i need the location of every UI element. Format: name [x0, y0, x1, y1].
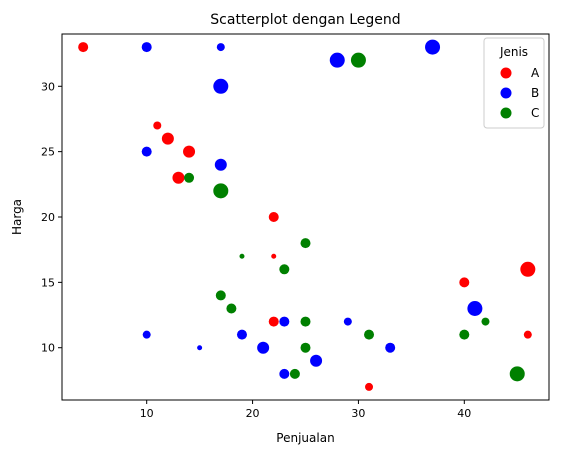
data-point-B: [279, 368, 290, 379]
y-tick-label: 25: [41, 146, 55, 159]
data-point-A: [523, 330, 532, 339]
data-point-B: [236, 329, 247, 340]
data-point-B: [343, 317, 352, 326]
data-point-B: [142, 330, 151, 339]
data-point-B: [197, 345, 203, 351]
x-axis-label: Penjualan: [276, 431, 334, 445]
data-point-C: [289, 368, 300, 379]
data-point-C: [459, 329, 470, 340]
data-point-B: [310, 354, 323, 367]
data-point-B: [214, 158, 227, 171]
data-point-A: [271, 253, 277, 259]
data-point-A: [183, 145, 196, 158]
data-point-A: [459, 277, 470, 288]
legend: Jenis ABC: [483, 37, 545, 129]
data-point-C: [364, 329, 375, 340]
data-point-C: [239, 253, 245, 259]
legend-marker-C: [500, 107, 512, 119]
x-tick-label: 30: [351, 407, 365, 420]
data-point-C: [300, 238, 311, 249]
x-tick-label: 40: [457, 407, 471, 420]
legend-frame: [483, 37, 545, 129]
data-point-B: [279, 316, 290, 327]
legend-marker-A: [500, 67, 512, 79]
data-point-C: [509, 366, 525, 382]
data-point-A: [78, 42, 89, 53]
data-point-C: [279, 264, 290, 275]
y-tick-label: 10: [41, 342, 55, 355]
data-point-C: [350, 52, 366, 68]
data-point-A: [365, 382, 374, 391]
data-point-B: [329, 52, 345, 68]
data-point-A: [520, 261, 536, 277]
legend-marker-B: [500, 87, 512, 99]
data-point-C: [481, 317, 490, 326]
data-point-B: [141, 146, 152, 157]
y-axis-label: Harga: [10, 199, 24, 235]
data-point-B: [467, 301, 483, 316]
data-point-B: [385, 342, 396, 353]
data-point-A: [153, 121, 162, 130]
data-point-B: [213, 78, 229, 94]
y-tick-label: 20: [41, 211, 55, 224]
data-points: [78, 39, 536, 391]
data-point-B: [257, 341, 270, 354]
data-point-A: [268, 316, 279, 327]
x-axis-ticks: 10 20 30 40: [140, 400, 471, 420]
x-tick-label: 10: [140, 407, 154, 420]
data-point-C: [300, 342, 311, 353]
data-point-B: [425, 39, 441, 55]
data-point-A: [161, 132, 174, 145]
chart-title: Scatterplot dengan Legend: [210, 12, 400, 28]
data-point-B: [141, 42, 152, 53]
legend-label-C: C: [531, 106, 539, 120]
data-point-A: [172, 171, 185, 184]
data-point-C: [184, 172, 195, 183]
data-point-C: [213, 183, 229, 199]
legend-items: ABC: [500, 66, 540, 120]
y-axis-ticks: 10 15 20 25 30: [41, 80, 62, 355]
legend-label-A: A: [531, 66, 540, 80]
data-point-C: [215, 290, 226, 301]
data-point-B: [216, 43, 225, 52]
data-point-A: [268, 212, 279, 222]
data-point-C: [226, 303, 237, 314]
y-tick-label: 15: [41, 276, 55, 289]
x-tick-label: 20: [246, 407, 260, 420]
legend-title: Jenis: [499, 45, 528, 59]
data-point-C: [300, 316, 311, 327]
legend-label-B: B: [531, 86, 539, 100]
y-tick-label: 30: [41, 80, 55, 93]
